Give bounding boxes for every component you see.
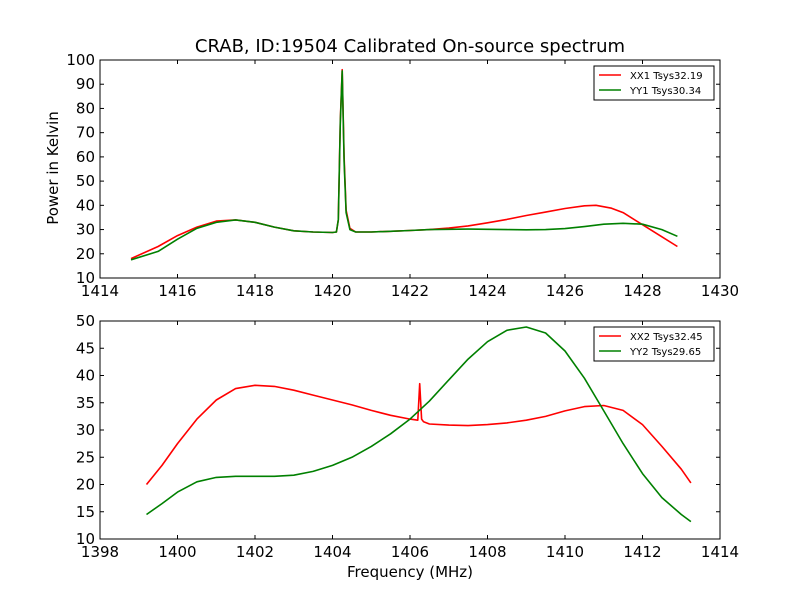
y-tick-label: 40	[76, 196, 95, 214]
x-tick-label: 1422	[391, 282, 429, 300]
x-tick-label: 1408	[468, 543, 506, 561]
y-tick-label: 60	[76, 148, 95, 166]
y-tick-label: 10	[76, 530, 95, 548]
chart-bottom: Frequency (MHz) 1398 1400 1402 1404 1406 1408…	[76, 312, 739, 581]
x-tick-label: 1398	[81, 543, 119, 561]
legend-label: YY1 Tsys30.34	[629, 86, 701, 97]
x-tick-label: 1416	[158, 282, 196, 300]
chart-bottom-plot-area: 1398 1400 1402 1404 1406 1408 1410 1412 1414 10 15…	[76, 312, 739, 561]
series-line-2	[130, 70, 678, 261]
x-tick-label: 1424	[468, 282, 506, 300]
x-tick-label: 1420	[313, 282, 351, 300]
series-line-2	[146, 326, 692, 523]
y-tick-label: 90	[76, 75, 95, 93]
x-tick-label: 1412	[623, 543, 661, 561]
x-tick-label: 1404	[313, 543, 351, 561]
x-tick-label: 1428	[623, 282, 661, 300]
x-tick-label: 1426	[546, 282, 584, 300]
y-tick-label: 10	[76, 269, 95, 287]
legend-label: YY2 Tsys29.65	[629, 347, 701, 358]
y-tick-label: 80	[76, 99, 95, 117]
x-tick-label: 1402	[236, 543, 274, 561]
chart-top-title: CRAB, ID:19504 Calibrated On-source spec…	[195, 36, 625, 57]
y-tick-label: 15	[76, 503, 95, 521]
legend-box	[593, 65, 715, 101]
y-tick-label: 25	[76, 448, 95, 466]
x-tick-label: 1406	[391, 543, 429, 561]
y-tick-label: 45	[76, 339, 95, 357]
x-tick-label: 1414	[81, 282, 119, 300]
y-tick-label: 35	[76, 394, 95, 412]
legend: XX1 Tsys32.19 YY1 Tsys30.34	[593, 65, 715, 101]
legend-box	[593, 326, 715, 362]
y-tick-label: 50	[76, 172, 95, 190]
legend-label: XX1 Tsys32.19	[630, 71, 703, 82]
y-tick-label: 100	[66, 51, 95, 69]
x-tick-label: 1418	[236, 282, 274, 300]
y-tick-label: 20	[76, 476, 95, 494]
y-tick-label: 20	[76, 245, 95, 263]
y-tick-label: 40	[76, 367, 95, 385]
x-tick-label: 1430	[701, 282, 739, 300]
chart-top-plot-area: 1414 1416 1418 1420 1422 1424 1426 1428 1430 10 20…	[66, 51, 739, 300]
legend: XX2 Tsys32.45 YY2 Tsys29.65	[593, 326, 715, 362]
legend-label: XX2 Tsys32.45	[630, 332, 703, 343]
y-tick-label: 70	[76, 124, 95, 142]
chart-top-ylabel: Power in Kelvin	[44, 111, 62, 225]
chart-bottom-xlabel: Frequency (MHz)	[347, 563, 473, 581]
x-tick-label: 1410	[546, 543, 584, 561]
series-line-1	[145, 382, 692, 486]
x-tick-label: 1414	[701, 543, 739, 561]
y-tick-label: 50	[76, 312, 95, 330]
y-tick-label: 30	[76, 421, 95, 439]
y-tick-label: 30	[76, 221, 95, 239]
x-tick-label: 1400	[158, 543, 196, 561]
chart-top: CRAB, ID:19504 Calibrated On-source spec…	[44, 36, 739, 300]
